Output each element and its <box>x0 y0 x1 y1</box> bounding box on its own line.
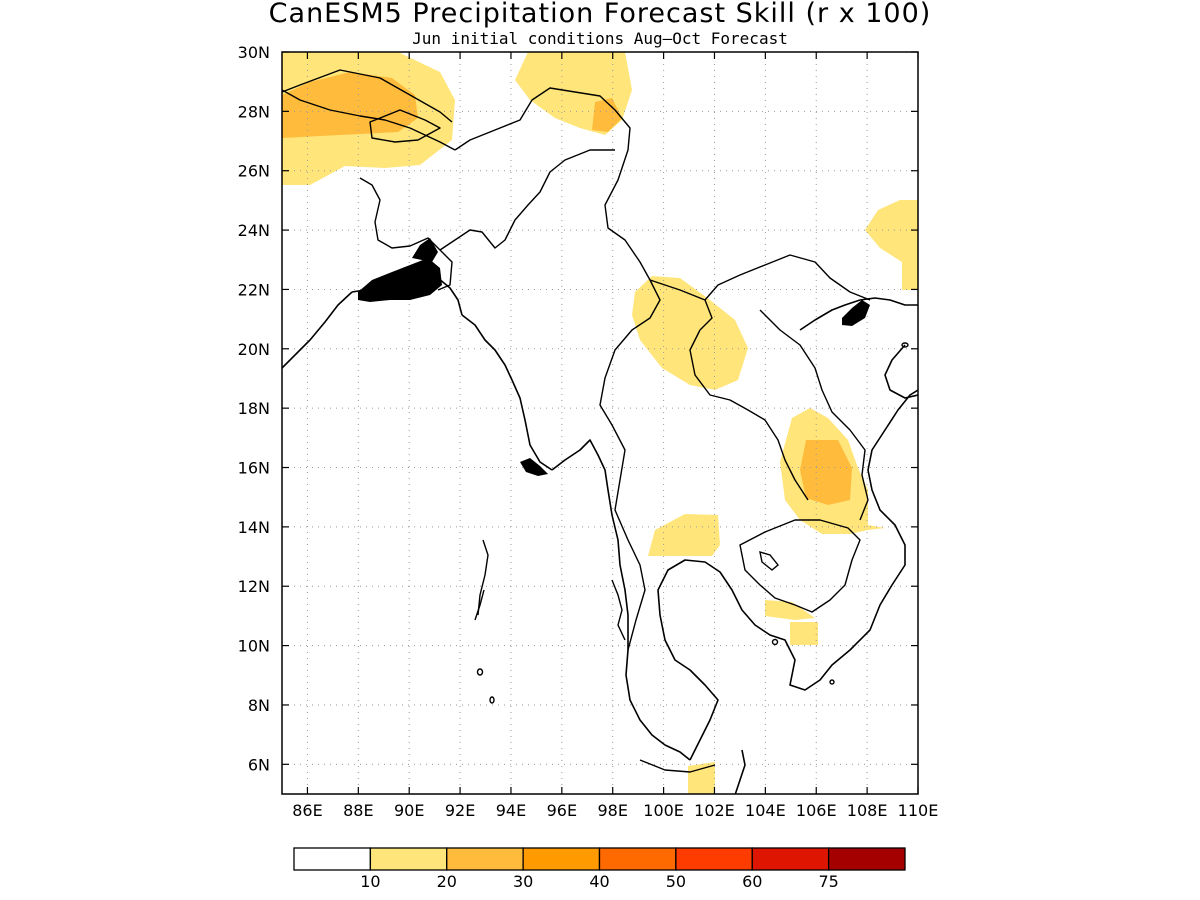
colorbar-tick-label: 75 <box>818 872 838 891</box>
coast-india-east <box>282 291 353 369</box>
skill-region-cambodia-south <box>765 600 815 620</box>
island-phu-quoc <box>771 638 779 646</box>
lat-tick-label: 18N <box>238 399 270 418</box>
map-area <box>282 52 918 794</box>
skill-shading-mid <box>282 72 852 505</box>
islands <box>474 342 909 704</box>
border-india-northeast <box>439 149 615 251</box>
skill-region-bhutan-core <box>592 98 622 132</box>
lon-tick-label: 102E <box>694 801 735 820</box>
border-cambodia <box>739 519 861 613</box>
lat-tick-label: 20N <box>238 340 270 359</box>
lat-tick-label: 10N <box>238 637 270 656</box>
ganges-delta <box>358 238 442 302</box>
island-nicobar <box>476 668 484 676</box>
colorbar-tick-label: 10 <box>360 872 380 891</box>
lat-tick-label: 8N <box>248 696 270 715</box>
lat-tick-label: 26N <box>238 162 270 181</box>
border-bhutan <box>369 109 441 143</box>
lake-tonle-sap <box>759 550 779 571</box>
skill-region-nepal-core <box>282 72 418 138</box>
lat-lon-grid <box>282 52 918 794</box>
coastline <box>282 277 918 794</box>
border-laos-china <box>704 254 871 301</box>
border-bangladesh <box>359 177 453 291</box>
island-hainan-east <box>901 342 909 348</box>
colorbar-tick-label: 50 <box>666 872 686 891</box>
lon-tick-label: 96E <box>547 801 577 820</box>
colorbar-tick-label: 30 <box>513 872 533 891</box>
border-nepal-india <box>282 89 456 151</box>
lat-tick-label: 6N <box>248 755 270 774</box>
country-borders <box>282 69 871 773</box>
colorbar: 10 20 30 40 50 60 75 <box>293 847 906 891</box>
figure-subtitle: Jun initial conditions Aug–Oct Forecast <box>412 29 788 48</box>
islands-mergui <box>611 579 626 641</box>
lat-tick-label: 24N <box>238 221 270 240</box>
lon-tick-label: 104E <box>745 801 786 820</box>
lon-tick-label: 110E <box>898 801 939 820</box>
coast-gulf-of-martaban <box>551 439 619 541</box>
lon-tick-label: 106E <box>796 801 837 820</box>
border-thailand-malaysia <box>639 759 716 773</box>
border-nepal-tibet <box>282 69 453 123</box>
colorbar-bin <box>598 847 677 871</box>
coast-gulf-of-tonkin <box>884 344 918 399</box>
latitude-axis: 6N 8N 10N 12N 14N 16N 18N 20N 22N 24N 26N 28N 30N <box>238 43 918 774</box>
irrawaddy-delta <box>520 458 548 476</box>
coast-vietnam-north <box>799 297 918 331</box>
colorbar-bin <box>369 847 448 871</box>
skill-region-yunnan <box>865 200 918 290</box>
skill-region-mekong-delta <box>790 622 818 645</box>
island-andaman-middle <box>474 589 485 621</box>
lon-tick-label: 86E <box>292 801 322 820</box>
colorbar-bin <box>751 847 830 871</box>
border-india-myanmar <box>454 87 651 281</box>
lon-tick-label: 108E <box>847 801 888 820</box>
skill-region-laos-core <box>800 440 852 505</box>
lon-tick-label: 92E <box>445 801 475 820</box>
red-river-delta <box>842 300 870 326</box>
lon-tick-label: 100E <box>643 801 684 820</box>
island-andaman-north <box>477 539 489 616</box>
skill-region-thailand-central <box>648 514 720 556</box>
lat-tick-label: 14N <box>238 518 270 537</box>
island-nicobar-south <box>489 696 495 704</box>
lon-tick-label: 98E <box>597 801 627 820</box>
coast-myanmar-andaman <box>734 749 746 794</box>
coast-myanmar-west <box>461 314 553 471</box>
island-con-son <box>829 679 835 685</box>
border-myanmar-thailand <box>599 279 661 651</box>
border-laos-thailand <box>689 329 809 501</box>
colorbar-bin <box>827 847 906 871</box>
colorbar-tick-label: 60 <box>742 872 762 891</box>
figure-title: CanESM5 Precipitation Forecast Skill (r … <box>269 0 932 29</box>
colorbar-bin <box>675 847 753 871</box>
lat-tick-label: 30N <box>238 43 270 62</box>
map-frame <box>281 51 919 795</box>
colorbar-bin <box>446 847 524 871</box>
lon-tick-label: 90E <box>394 801 424 820</box>
longitude-axis: 86E 88E 90E 92E 94E 96E 98E 100E 102E 104E 106E 108… <box>292 52 938 820</box>
lon-tick-label: 94E <box>496 801 526 820</box>
coast-andaman-west <box>617 539 691 761</box>
colorbar-tick-label: 20 <box>437 872 457 891</box>
coast-gulf-of-thailand <box>657 389 918 761</box>
lat-tick-label: 12N <box>238 577 270 596</box>
lon-tick-label: 88E <box>343 801 373 820</box>
colorbar-bin <box>522 847 601 871</box>
colorbar-tick-label: 40 <box>589 872 609 891</box>
border-laos-vietnam <box>759 309 869 521</box>
lat-tick-label: 28N <box>238 102 270 121</box>
colorbar-bin <box>293 847 372 871</box>
lat-tick-label: 22N <box>238 280 270 299</box>
lat-tick-label: 16N <box>238 459 270 478</box>
skill-region-laos-north <box>632 276 748 390</box>
